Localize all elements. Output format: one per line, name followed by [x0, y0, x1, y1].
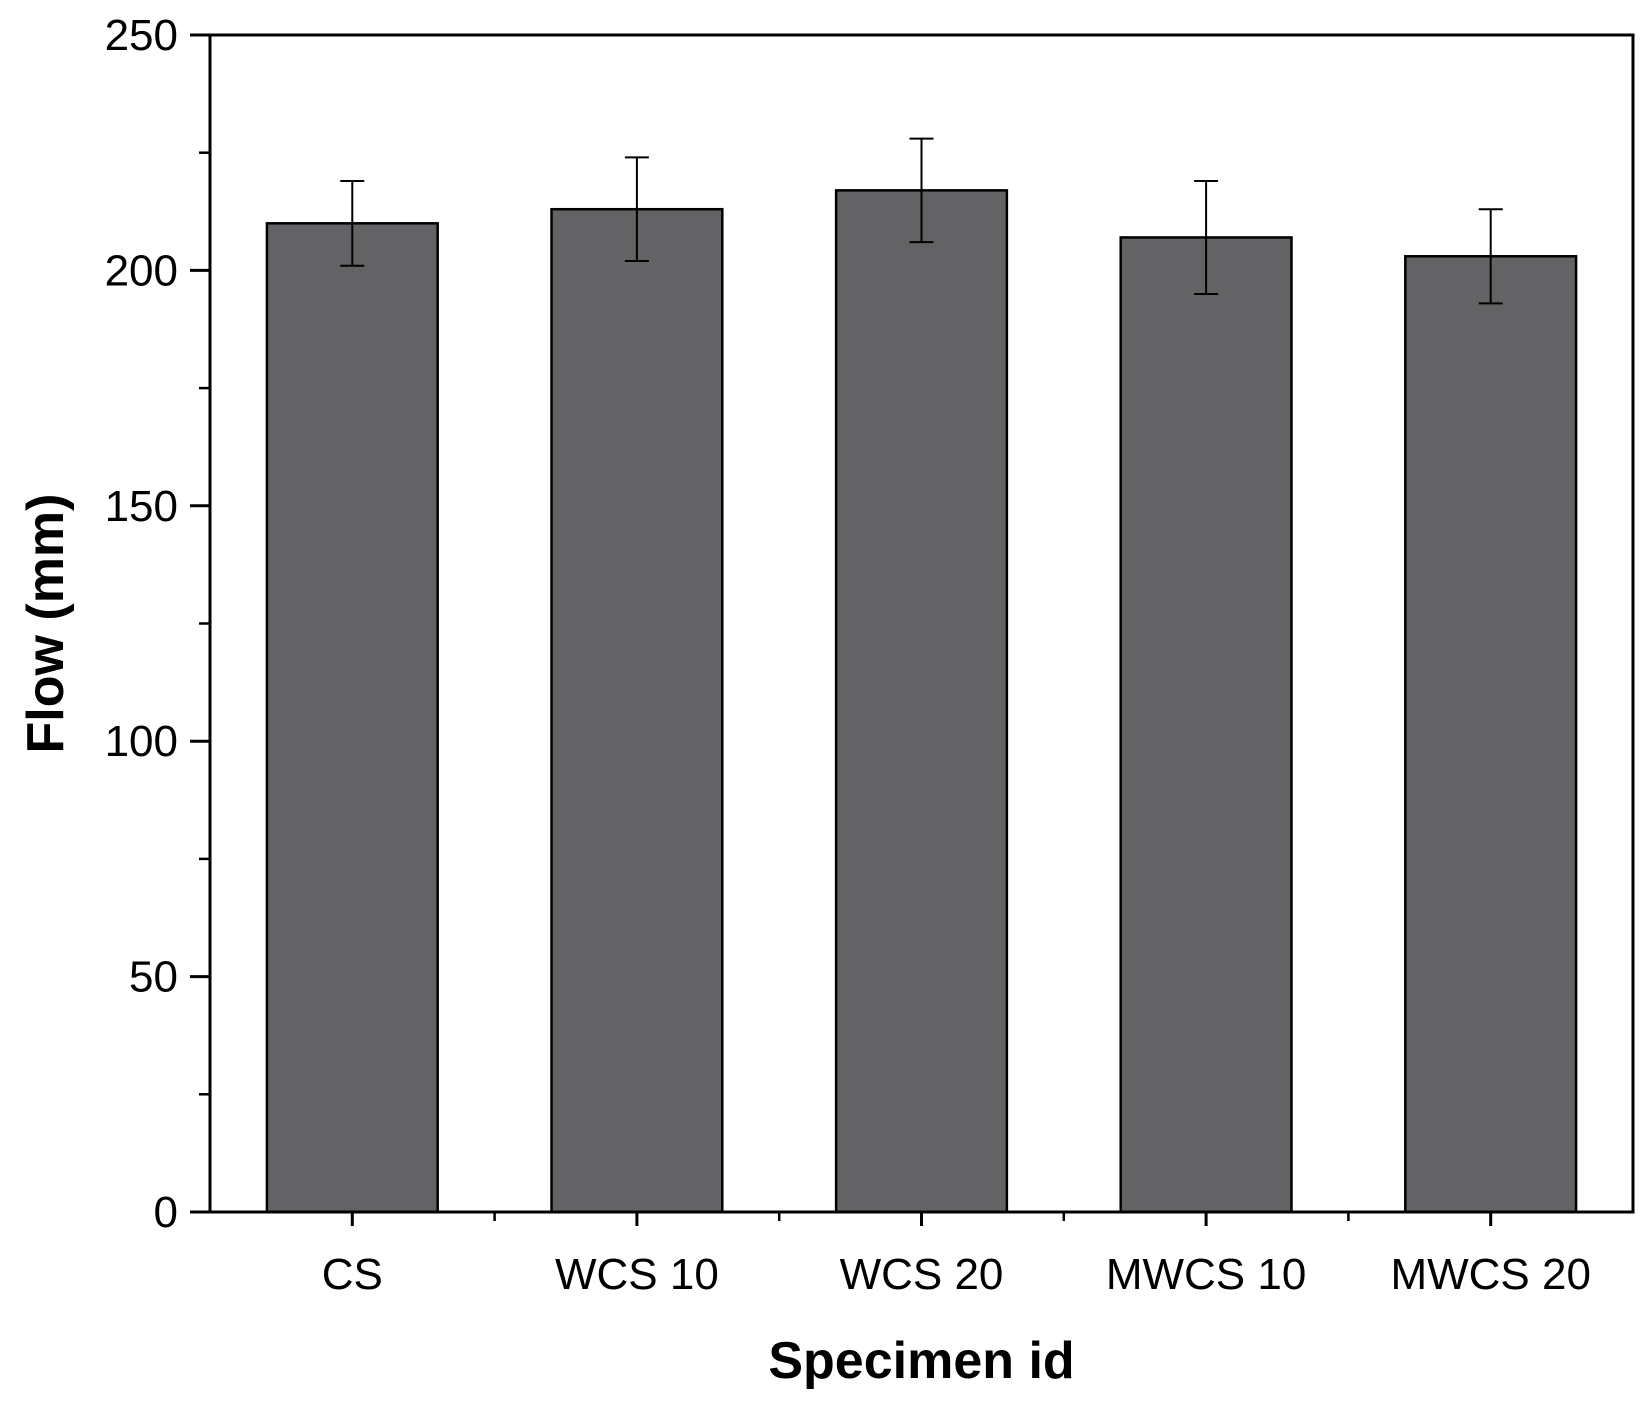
bar-4	[1404, 255, 1578, 1214]
y-tick-label-2: 100	[105, 717, 178, 766]
y-tick-label-1: 50	[129, 953, 178, 1002]
y-tick-label-4: 200	[105, 246, 178, 295]
x-tick-label-1: WCS 10	[555, 1250, 719, 1299]
y-axis-title: Flow (mm)	[17, 494, 75, 754]
bars-layer	[265, 189, 1578, 1214]
x-tick-label-2: WCS 20	[840, 1250, 1004, 1299]
bar-0	[265, 222, 439, 1214]
x-tick-label-3: MWCS 10	[1106, 1250, 1306, 1299]
bar-1	[550, 207, 724, 1214]
x-tick-label-0: CS	[322, 1250, 383, 1299]
x-tick-label-4: MWCS 20	[1390, 1250, 1590, 1299]
x-axis-title: Specimen id	[768, 1332, 1074, 1390]
bar-2	[834, 189, 1009, 1214]
bar-3	[1119, 236, 1293, 1214]
y-tick-label-3: 150	[105, 482, 178, 531]
y-axis: 0 50 100 150 200 250	[105, 11, 210, 1237]
error-bars-layer	[340, 137, 1503, 305]
y-tick-label-5: 250	[105, 11, 178, 60]
y-tick-label-0: 0	[154, 1188, 178, 1237]
x-axis: CS WCS 10 WCS 20 MWCS 10 MWCS 20	[322, 1212, 1591, 1299]
